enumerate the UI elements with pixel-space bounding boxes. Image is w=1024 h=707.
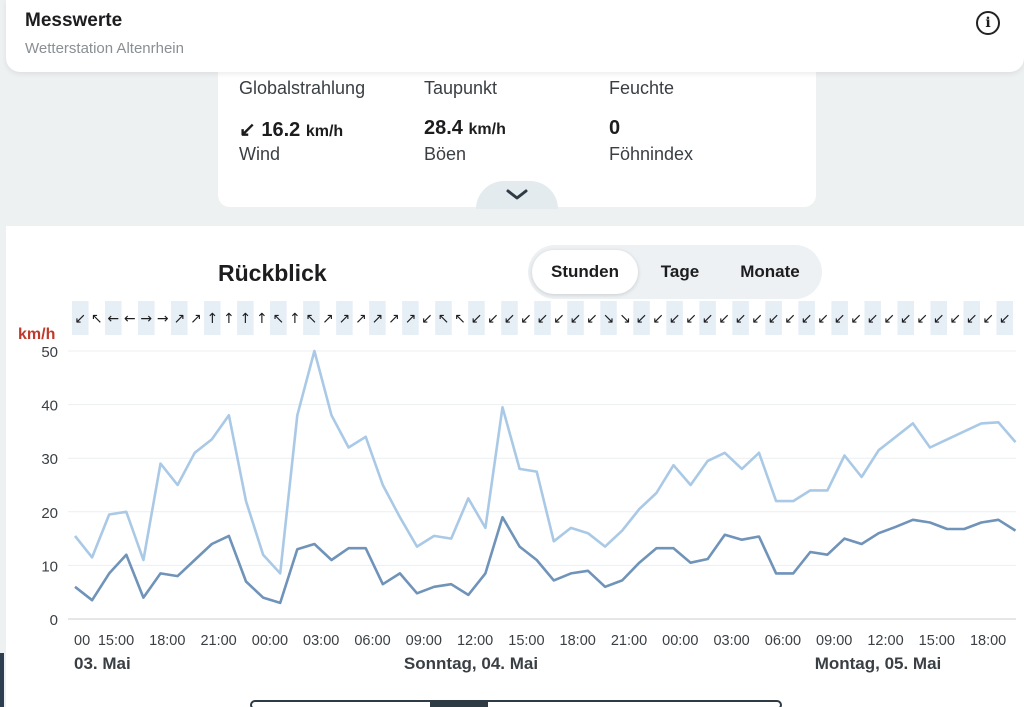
tab-tage[interactable]: Tage [660, 262, 700, 281]
wind-direction-icon: ↙ [239, 119, 256, 141]
pager-active-segment [430, 702, 488, 707]
gusts-value: 28.4 km/h [424, 117, 506, 140]
header-card: Messwerte Wetterstation Altenrhein i [6, 0, 1024, 72]
gusts-label: Böen [424, 144, 467, 164]
label-taupunkt: Taupunkt [424, 78, 498, 98]
timeframe-switch: Stunden Tage Monate [528, 245, 822, 299]
wind-label: Wind [239, 144, 281, 164]
chart-title: Rückblick [218, 260, 327, 286]
wind-speed: 16.2 [261, 119, 301, 141]
wind-unit: km/h [305, 123, 344, 140]
measurements-card: Globalstrahlung Taupunkt Feuchte ↙ 16.2 … [218, 60, 816, 209]
foehn-label: Föhnindex [609, 144, 694, 164]
pager[interactable] [250, 700, 782, 707]
gusts-speed: 28.4 [424, 117, 463, 139]
foehn-value: 0 [609, 117, 621, 139]
wind-value: ↙ 16.2 km/h [239, 117, 343, 142]
chevron-down-icon [506, 189, 528, 200]
station-name: Wetterstation Altenrhein [25, 40, 184, 57]
expand-button[interactable] [476, 181, 558, 209]
label-globalstrahlung: Globalstrahlung [239, 78, 366, 98]
tab-monate[interactable]: Monate [740, 262, 800, 281]
tab-stunden[interactable]: Stunden [532, 250, 638, 294]
left-edge-bar [0, 653, 4, 707]
chart-card: Rückblick Stunden Tage Monate [6, 226, 1024, 707]
info-icon[interactable]: i [976, 11, 1000, 35]
gusts-unit: km/h [468, 121, 506, 138]
label-feuchte: Feuchte [609, 78, 675, 98]
page-title: Messwerte [25, 10, 123, 31]
